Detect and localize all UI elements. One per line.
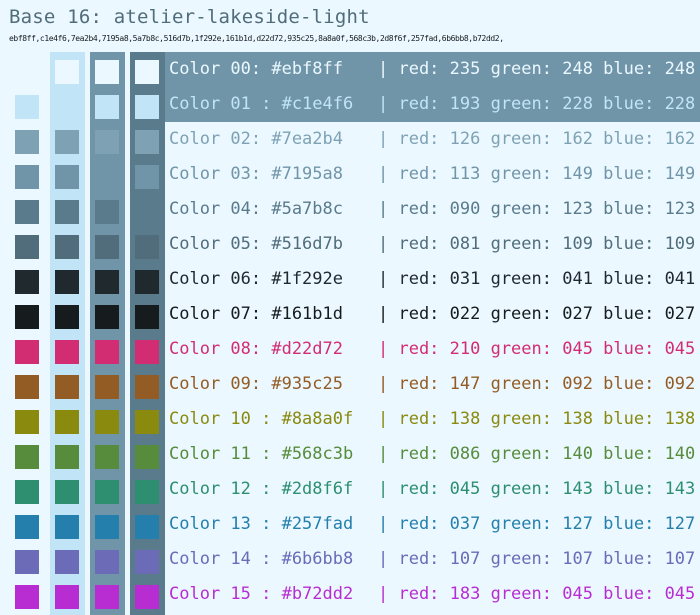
color-swatch xyxy=(135,445,159,469)
color-swatch xyxy=(55,60,79,84)
page-title: Base 16: atelier-lakeside-light xyxy=(9,6,370,28)
color-swatch xyxy=(55,305,79,329)
color-swatch xyxy=(15,550,39,574)
color-rgb-values: | red: 022 green: 027 blue: 027 xyxy=(378,297,695,332)
color-rgb-values: | red: 107 green: 107 blue: 107 xyxy=(378,542,695,577)
color-swatch xyxy=(135,235,159,259)
color-swatch xyxy=(95,550,119,574)
color-swatch xyxy=(135,375,159,399)
color-rgb-values: | red: 210 green: 045 blue: 045 xyxy=(378,332,695,367)
color-swatch xyxy=(135,200,159,224)
color-swatch xyxy=(15,585,39,609)
color-swatch xyxy=(95,410,119,434)
color-swatch xyxy=(15,340,39,364)
color-label: Color 11 : #568c3b xyxy=(169,437,353,472)
color-swatch xyxy=(95,270,119,294)
color-label: Color 02: #7ea2b4 xyxy=(169,122,343,157)
color-rgb-values: | red: 126 green: 162 blue: 162 xyxy=(378,122,695,157)
color-label: Color 06: #1f292e xyxy=(169,262,343,297)
color-rgb-values: | red: 037 green: 127 blue: 127 xyxy=(378,507,695,542)
color-swatch xyxy=(55,445,79,469)
color-swatch xyxy=(135,270,159,294)
color-swatch xyxy=(55,480,79,504)
color-swatch xyxy=(55,340,79,364)
color-swatch xyxy=(15,95,39,119)
color-swatch xyxy=(95,305,119,329)
color-label: Color 15 : #b72dd2 xyxy=(169,577,353,612)
color-label: Color 13 : #257fad xyxy=(169,507,353,542)
color-swatch xyxy=(135,95,159,119)
color-rgb-values: | red: 147 green: 092 blue: 092 xyxy=(378,367,695,402)
color-swatch xyxy=(135,165,159,189)
color-rgb-values: | red: 235 green: 248 blue: 248 xyxy=(378,52,695,87)
color-swatch xyxy=(135,585,159,609)
color-swatch xyxy=(55,550,79,574)
color-swatch xyxy=(55,375,79,399)
color-swatch xyxy=(95,515,119,539)
color-swatch xyxy=(135,515,159,539)
color-swatch xyxy=(15,270,39,294)
color-swatch xyxy=(135,550,159,574)
color-label: Color 05: #516d7b xyxy=(169,227,343,262)
color-swatch xyxy=(55,585,79,609)
color-swatch xyxy=(135,340,159,364)
color-swatch xyxy=(55,515,79,539)
color-rgb-values: | red: 086 green: 140 blue: 140 xyxy=(378,437,695,472)
color-swatch xyxy=(95,445,119,469)
color-label: Color 09: #935c25 xyxy=(169,367,343,402)
color-swatch xyxy=(15,235,39,259)
color-rgb-values: | red: 193 green: 228 blue: 228 xyxy=(378,87,695,122)
color-swatch xyxy=(95,95,119,119)
color-rgb-values: | red: 090 green: 123 blue: 123 xyxy=(378,192,695,227)
color-swatch xyxy=(55,200,79,224)
color-swatch xyxy=(55,95,79,119)
color-swatch xyxy=(135,305,159,329)
color-swatch xyxy=(55,270,79,294)
color-swatch xyxy=(135,60,159,84)
color-label: Color 10 : #8a8a0f xyxy=(169,402,353,437)
hex-list: ebf8ff,c1e4f6,7ea2b4,7195a8,5a7b8c,516d7… xyxy=(9,34,504,43)
color-rgb-values: | red: 081 green: 109 blue: 109 xyxy=(378,227,695,262)
color-label: Color 07: #161b1d xyxy=(169,297,343,332)
color-rgb-values: | red: 031 green: 041 blue: 041 xyxy=(378,262,695,297)
color-swatch xyxy=(55,165,79,189)
color-label: Color 12 : #2d8f6f xyxy=(169,472,353,507)
color-swatch xyxy=(55,130,79,154)
color-swatch xyxy=(55,235,79,259)
color-swatch xyxy=(135,410,159,434)
color-swatch xyxy=(95,200,119,224)
color-label: Color 08: #d22d72 xyxy=(169,332,343,367)
color-swatch xyxy=(95,130,119,154)
color-swatch xyxy=(15,480,39,504)
color-swatch xyxy=(15,130,39,154)
color-label: Color 03: #7195a8 xyxy=(169,157,343,192)
color-swatch xyxy=(95,60,119,84)
color-swatch xyxy=(15,165,39,189)
color-label: Color 00: #ebf8ff xyxy=(169,52,343,87)
color-rgb-values: | red: 045 green: 143 blue: 143 xyxy=(378,472,695,507)
color-swatch xyxy=(95,340,119,364)
color-swatch xyxy=(95,235,119,259)
color-swatch xyxy=(15,305,39,329)
color-swatch xyxy=(95,585,119,609)
color-swatch xyxy=(95,165,119,189)
color-swatch xyxy=(15,375,39,399)
color-swatch xyxy=(15,515,39,539)
color-swatch xyxy=(135,480,159,504)
color-label: Color 04: #5a7b8c xyxy=(169,192,343,227)
color-swatch xyxy=(55,410,79,434)
color-rgb-values: | red: 113 green: 149 blue: 149 xyxy=(378,157,695,192)
color-label: Color 01 : #c1e4f6 xyxy=(169,87,353,122)
color-label: Color 14 : #6b6bb8 xyxy=(169,542,353,577)
color-swatch xyxy=(15,445,39,469)
color-swatch xyxy=(95,375,119,399)
color-swatch xyxy=(15,410,39,434)
color-rgb-values: | red: 138 green: 138 blue: 138 xyxy=(378,402,695,437)
color-rgb-values: | red: 183 green: 045 blue: 045 xyxy=(378,577,695,612)
color-swatch xyxy=(15,200,39,224)
color-swatch xyxy=(95,480,119,504)
color-swatch xyxy=(135,130,159,154)
